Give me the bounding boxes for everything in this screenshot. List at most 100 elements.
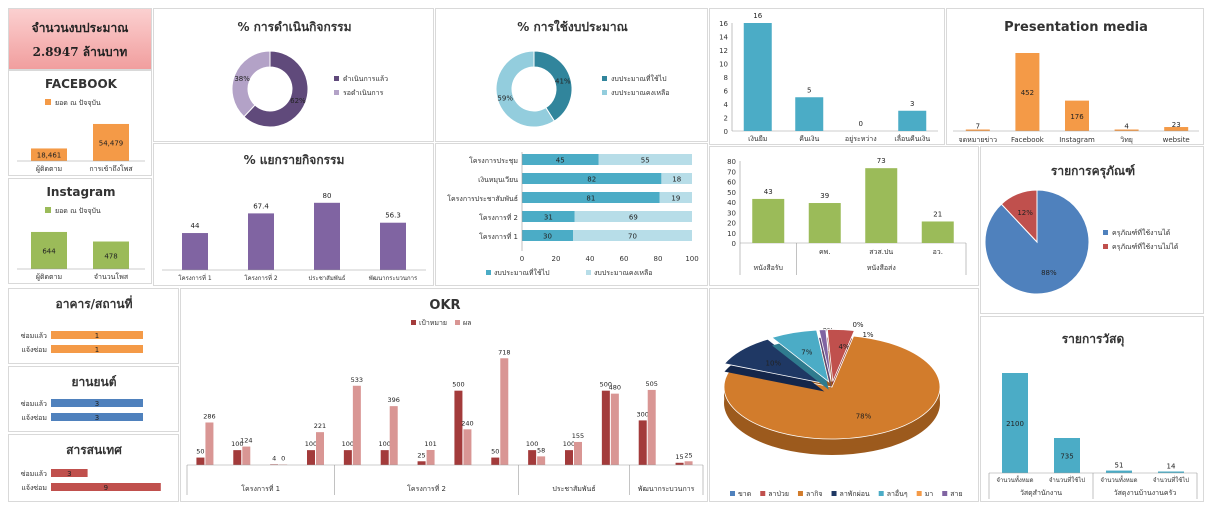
presentation-media-panel: Presentation media 7 จดหมายข่าว 452 Facebook…	[946, 8, 1204, 145]
equipment-legend-label: ครุภัณฑ์ที่ใช้งานได้	[1112, 228, 1170, 237]
activity_progress-legend-swatch	[334, 76, 339, 81]
building-bar	[51, 331, 143, 339]
project_budget-bar	[573, 230, 692, 241]
leave-legend-swatch	[831, 491, 837, 496]
letters-bar	[865, 168, 898, 243]
okr-bar	[316, 432, 324, 465]
okr-bar-value: 505	[646, 380, 658, 388]
project_budget-category-label: โครงการที่ 2	[479, 213, 518, 222]
budget_usage-slice	[495, 50, 556, 128]
facebook-category-label: ผู้ติดตาม	[36, 165, 62, 173]
presentation_media-bar	[1114, 129, 1139, 131]
leave-legend-swatch	[797, 491, 803, 496]
okr-bar	[454, 390, 463, 465]
project_budget-bar	[574, 211, 692, 222]
activity_breakdown-bar-value: 67.4	[253, 202, 269, 210]
okr-bar-value: 240	[461, 419, 473, 427]
equipment-chart: รายการครุภัณฑ์ 88% 12% ครุภัณฑ์ที่ใช้งานได้…	[984, 164, 1178, 295]
activity_progress-legend-swatch	[334, 90, 339, 95]
okr-bar	[463, 429, 472, 465]
activity_breakdown-bar	[314, 202, 340, 270]
supplies-panel: รายการวัสดุ 2100 จำนวนทั้งหมด 735 จำนวนที่ใช…	[980, 316, 1204, 502]
okr-bar	[574, 441, 582, 465]
okr-group-label: ประชาสัมพันธ์	[552, 485, 595, 493]
project_budget-category-label: โครงการที่ 1	[479, 232, 518, 241]
equipment-slice-label: 88%	[1041, 269, 1057, 277]
project-budget-chart: โครงการประชุม 45 55 เงินหมุนเวียน 82 18 โครงกา…	[447, 152, 699, 277]
project_budget-xtick: 60	[620, 255, 629, 263]
project_budget-category-label: โครงการประชาสัมพันธ์	[447, 194, 518, 203]
okr-bar	[491, 457, 500, 465]
okr-bar	[307, 450, 315, 465]
docs_status-category-label: อยู่ระหว่าง	[845, 135, 877, 143]
okr-bar	[675, 462, 684, 465]
vehicles-title: ยานยนต์	[72, 375, 117, 389]
building-bar-value: 1	[95, 332, 99, 340]
supplies-bar	[1002, 373, 1028, 473]
presentation_media-category-label: วิทยุ	[1120, 136, 1133, 144]
okr-bar	[647, 389, 656, 465]
okr-bar	[500, 358, 509, 465]
leave-slice	[818, 329, 832, 382]
okr-bar-value: 155	[572, 432, 584, 440]
letters-bar-value: 39	[820, 192, 829, 200]
okr-bar-value: 396	[388, 396, 400, 404]
project_budget-bar	[522, 211, 575, 222]
okr-bar	[638, 420, 647, 465]
okr-bar-value: 0	[281, 455, 285, 463]
okr-bar	[417, 461, 426, 465]
building-bar	[51, 345, 143, 353]
budget_usage-legend-label: งบประมาณที่ใช้ไป	[611, 74, 667, 83]
leave-slice	[723, 335, 941, 440]
letters-category-label: อว.	[933, 248, 943, 256]
okr-bar-value: 221	[314, 422, 326, 430]
supplies-bar-value: 2100	[1006, 420, 1024, 428]
project_budget-bar-value: 81	[586, 195, 595, 203]
letters-ytick: 0	[732, 240, 736, 248]
budget_usage-legend-swatch	[602, 76, 607, 81]
project_budget-bar-value: 30	[543, 233, 552, 241]
letters-ytick: 50	[727, 189, 736, 197]
project_budget-legend-swatch	[486, 270, 491, 275]
project_budget-bar	[661, 173, 692, 184]
project_budget-xtick: 0	[520, 255, 524, 263]
project_budget-category-label: เงินหมุนเวียน	[478, 176, 518, 184]
building-title: อาคาร/สถานที่	[56, 295, 133, 311]
activity_progress-legend-label: ดำเนินการแล้ว	[343, 75, 388, 83]
presentation_media-bar	[1164, 127, 1189, 131]
presentation_media-category-label: จดหมายข่าว	[959, 136, 998, 144]
equipment-legend-swatch	[1103, 244, 1108, 249]
docs-status-chart: 0 2 4 6 8 10 12 14 16 16 เงินยืม 5 คืนเงิน 0 อยู่ระหว่…	[719, 12, 938, 143]
okr-bar-value: 100	[563, 440, 575, 448]
project_budget-bar	[522, 192, 660, 203]
it-bar-value: 3	[67, 470, 71, 478]
budget-amount: 2.8947 ล้านบาท	[32, 45, 128, 59]
docs_status-category-label: เลื่อนคืนเงิน	[894, 134, 930, 143]
okr-group-label: โครงการที่ 2	[407, 484, 446, 493]
okr-bar-value: 124	[240, 437, 252, 445]
okr-legend-label: เป้าหมาย	[419, 319, 447, 327]
vehicles-category-label: แจ้งซ่อม	[21, 414, 47, 422]
leave-slice-label: 1%	[862, 331, 873, 339]
supplies-category-label: จำนวนทั้งหมด	[996, 474, 1033, 484]
it-category-label: ซ่อมแล้ว	[21, 470, 47, 478]
presentation_media-bar	[1065, 100, 1089, 131]
leave-legend-label: มา	[925, 490, 934, 498]
supplies-chart: รายการวัสดุ 2100 จำนวนทั้งหมด 735 จำนวนที่ใช…	[988, 332, 1198, 499]
okr-bar	[233, 450, 242, 465]
letters-ytick: 70	[727, 168, 736, 176]
project_budget-bar	[598, 154, 692, 165]
vehicles-bar-value: 3	[95, 414, 99, 422]
it-bar	[51, 483, 161, 491]
project_budget-bar	[522, 230, 573, 241]
budget-usage-panel: % การใช้งบประมาณ 41% 59% งบประมาณที่ใช้ไป งบ…	[435, 8, 708, 142]
activity_breakdown-category-label: โครงการที่ 1	[178, 274, 211, 282]
it-bar-value: 9	[104, 484, 108, 492]
leave-legend-swatch	[760, 491, 766, 496]
project_budget-xtick: 80	[654, 255, 663, 263]
letters-ytick: 10	[727, 230, 736, 238]
okr-bar-value: 4	[272, 454, 276, 462]
instagram-category-label: ผู้ติดตาม	[36, 273, 62, 281]
